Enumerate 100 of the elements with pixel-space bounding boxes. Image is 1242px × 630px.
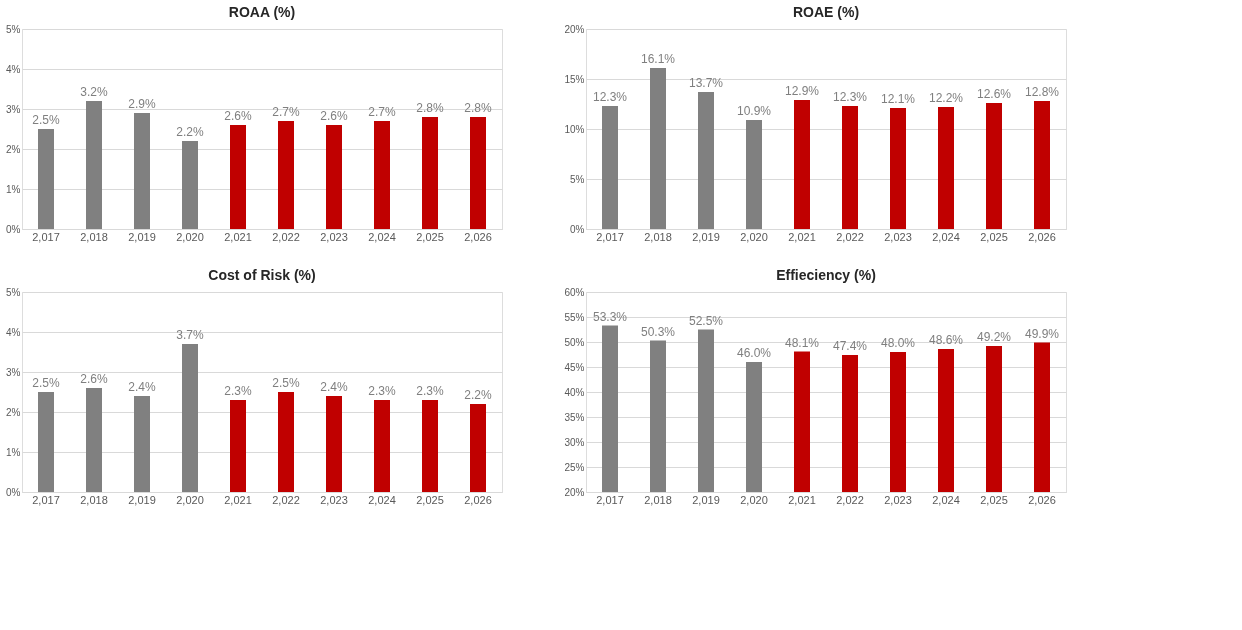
y-tick-label: 2% (6, 143, 21, 155)
x-tick-label: 2,025 (980, 493, 1008, 506)
data-label: 2.4% (128, 380, 156, 394)
y-tick-label: 0% (6, 486, 21, 498)
data-label: 2.6% (320, 109, 348, 123)
data-label: 3.2% (80, 85, 108, 99)
data-label: 52.5% (688, 313, 724, 328)
data-label: 48.0% (880, 336, 916, 350)
y-tick-label: 5% (6, 23, 21, 35)
x-tick-label: 2,017 (32, 493, 60, 506)
data-label: 2.5% (272, 376, 300, 390)
data-label: 2.5% (32, 113, 60, 127)
x-tick-label: 2,025 (416, 230, 444, 243)
x-tick-label: 2,020 (740, 493, 768, 506)
x-tick-label: 2,019 (128, 493, 156, 506)
bar (278, 121, 294, 229)
x-tick-label: 2,020 (740, 230, 768, 243)
data-label: 2.5% (32, 376, 60, 390)
x-tick-label: 2,022 (836, 230, 864, 243)
x-tick-label: 2,022 (836, 493, 864, 506)
bar (986, 103, 1002, 229)
bar (134, 113, 150, 229)
bar (470, 117, 486, 229)
y-tick-label: 3% (6, 366, 21, 378)
x-tick-label: 2,026 (1028, 230, 1056, 243)
x-tick-label: 2,023 (884, 493, 912, 506)
data-label: 2.9% (128, 97, 156, 111)
data-label: 16.1% (640, 52, 676, 66)
bar (86, 101, 102, 229)
y-tick-label: 30% (564, 436, 585, 448)
chart-title: Effieciency (%) (776, 267, 876, 283)
data-label: 2.8% (416, 101, 444, 115)
data-label: 12.9% (784, 84, 820, 98)
x-tick-label: 2,024 (932, 230, 960, 243)
x-tick-label: 2,019 (692, 493, 720, 506)
y-tick-label: 20% (564, 23, 585, 35)
chart-title: Cost of Risk (%) (208, 267, 316, 283)
data-label: 2.3% (224, 384, 252, 398)
x-tick-label: 2,023 (884, 230, 912, 243)
data-label: 12.2% (928, 91, 964, 105)
x-tick-label: 2,018 (80, 493, 108, 506)
y-tick-label: 55% (564, 311, 585, 323)
bar (602, 106, 618, 229)
x-tick-label: 2,020 (176, 493, 204, 506)
data-label: 2.7% (272, 105, 300, 119)
x-tick-label: 2,021 (224, 230, 252, 243)
bar (842, 106, 858, 229)
bar (38, 129, 54, 229)
x-tick-label: 2,026 (464, 493, 492, 506)
bar (326, 396, 342, 492)
bar (650, 68, 666, 229)
bar (86, 388, 102, 492)
data-label: 2.3% (416, 384, 444, 398)
chart-title: ROAE (%) (792, 4, 860, 20)
data-label: 2.3% (368, 384, 396, 398)
data-label: 2.6% (80, 372, 108, 386)
y-tick-label: 4% (6, 326, 21, 338)
x-tick-label: 2,024 (368, 230, 396, 243)
x-tick-label: 2,025 (980, 230, 1008, 243)
data-label: 3.7% (176, 328, 204, 342)
x-tick-label: 2,024 (932, 493, 960, 506)
y-tick-label: 1% (6, 183, 21, 195)
y-tick-label: 0% (570, 223, 585, 235)
y-tick-label: 1% (6, 446, 21, 458)
bar (890, 108, 906, 229)
bar (698, 92, 714, 229)
bar (134, 396, 150, 492)
data-label: 47.4% (832, 339, 868, 353)
bar (38, 392, 54, 492)
y-tick-label: 25% (564, 461, 585, 473)
y-tick-label: 35% (564, 411, 585, 423)
x-tick-label: 2,017 (596, 230, 624, 243)
x-tick-label: 2,026 (1028, 493, 1056, 506)
y-tick-label: 5% (570, 173, 585, 185)
y-tick-label: 50% (564, 336, 585, 348)
bar (1034, 101, 1050, 229)
chart-title: ROAA (%) (228, 4, 296, 20)
bar (374, 121, 390, 229)
data-label: 2.8% (464, 101, 492, 115)
x-tick-label: 2,018 (80, 230, 108, 243)
y-tick-label: 0% (6, 223, 21, 235)
data-label: 2.2% (464, 388, 492, 402)
x-tick-label: 2,021 (224, 493, 252, 506)
x-tick-label: 2,020 (176, 230, 204, 243)
bar (374, 400, 390, 492)
data-label: 48.6% (928, 333, 964, 347)
data-label: 12.3% (592, 90, 628, 104)
data-label: 2.2% (176, 125, 204, 139)
bar (182, 344, 198, 492)
bar (182, 141, 198, 229)
bar (422, 400, 438, 492)
x-tick-label: 2,023 (320, 493, 348, 506)
bar (938, 107, 954, 229)
data-label: 10.9% (736, 104, 772, 118)
y-tick-label: 5% (6, 286, 21, 298)
data-label: 46.0% (736, 346, 772, 360)
bar (326, 125, 342, 229)
x-tick-label: 2,021 (788, 493, 816, 506)
x-tick-label: 2,017 (32, 230, 60, 243)
y-tick-label: 10% (564, 123, 585, 135)
